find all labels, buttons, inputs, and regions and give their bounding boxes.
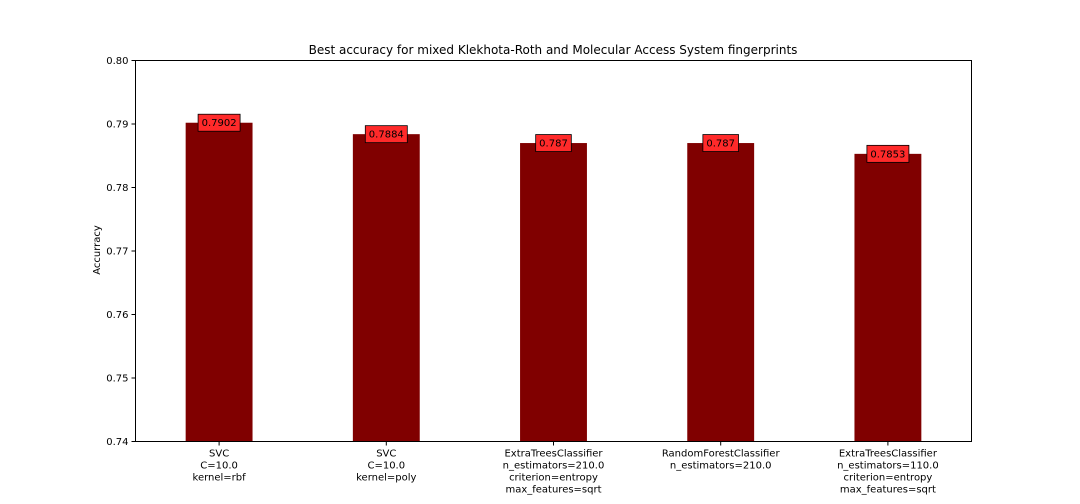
data-label-text: 0.7902: [202, 118, 237, 129]
plot-frame: [135, 60, 972, 442]
y-axis-label: Accurracy: [92, 225, 103, 275]
x-tick-label-line: n_estimators=210.0: [503, 461, 605, 472]
x-tick-label-line: kernel=rbf: [193, 473, 247, 484]
data-label-box: [197, 113, 241, 132]
x-tick-label-line: criterion=entropy: [509, 473, 598, 484]
x-tick-label-line: C=10.0: [367, 461, 405, 472]
x-tick-label: ExtraTreesClassifier n_estimators=110.0 cr…: [837, 449, 939, 496]
x-tick-label: SVC C=10.0 kernel=poly: [356, 449, 416, 484]
y-tick-label: 0.79: [106, 120, 128, 131]
x-tick-label: SVC C=10.0 kernel=rbf: [193, 449, 247, 484]
x-tick-label-line: max_features=sqrt: [840, 485, 936, 496]
x-tick-label-line: kernel=poly: [356, 473, 416, 484]
data-label: 0.787: [535, 134, 572, 152]
data-label: 0.7853: [866, 144, 910, 163]
x-tick-label-line: criterion=entropy: [843, 473, 932, 484]
y-tick-label: 0.80: [106, 56, 128, 67]
bar: [520, 143, 587, 442]
y-tick-label: 0.75: [106, 374, 128, 385]
data-label-text: 0.787: [539, 139, 568, 150]
data-label-box: [535, 134, 572, 152]
x-tick-label-line: RandomForestClassifier: [662, 449, 781, 460]
x-tick-label-line: SVC: [209, 449, 229, 460]
bar: [687, 143, 755, 442]
data-label-box: [702, 134, 739, 152]
data-label: 0.787: [702, 134, 739, 152]
data-label-text: 0.7884: [369, 130, 404, 141]
bar: [854, 153, 922, 442]
bar: [185, 122, 253, 442]
x-tick-label-line: SVC: [376, 449, 396, 460]
data-labels-layer: 0.7902 0.7884 0.787 0.787 0.7853: [197, 113, 910, 163]
x-tick-label-line: max_features=sqrt: [505, 485, 601, 496]
x-tick-label-line: ExtraTreesClassifier: [839, 449, 938, 460]
bars-layer: [185, 122, 922, 442]
y-tick-label: 0.76: [106, 310, 128, 321]
y-tick-label: 0.74: [106, 437, 128, 448]
data-label-text: 0.7853: [870, 149, 905, 160]
y-tick-label: 0.78: [106, 183, 128, 194]
data-label-box: [866, 144, 910, 163]
x-tick-label-line: C=10.0: [200, 461, 238, 472]
data-label-text: 0.787: [706, 139, 735, 150]
x-tick-label-line: n_estimators=210.0: [670, 461, 772, 472]
y-tick-label: 0.77: [106, 247, 128, 258]
x-tick-label-line: ExtraTreesClassifier: [504, 449, 603, 460]
x-tick-label-line: n_estimators=110.0: [837, 461, 939, 472]
data-label: 0.7902: [197, 113, 241, 132]
data-label: 0.7884: [364, 125, 408, 144]
x-tick-label: ExtraTreesClassifier n_estimators=210.0 cr…: [503, 449, 605, 496]
bar: [352, 134, 420, 442]
chart-title: Best accuracy for mixed Klekhota-Roth an…: [309, 43, 798, 57]
y-axis: 0.74 0.75 0.76 0.77 0.78 0.79 0.80: [106, 56, 136, 448]
x-tick-label: RandomForestClassifier n_estimators=210.0: [662, 449, 781, 472]
data-label-box: [364, 125, 408, 144]
